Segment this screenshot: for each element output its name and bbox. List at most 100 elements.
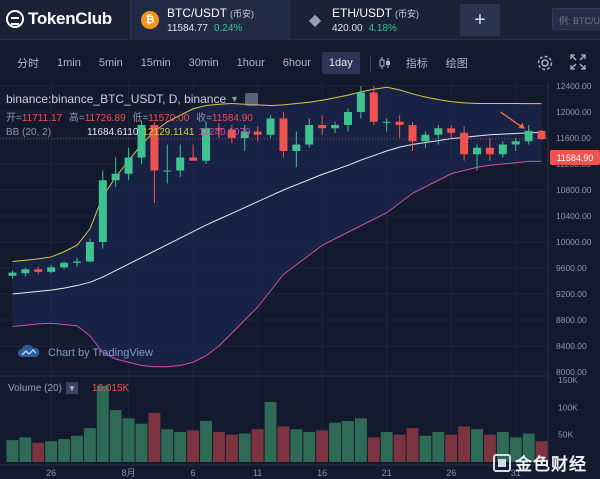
price-tick-label: 9600.00 <box>556 263 587 273</box>
volume-bar <box>419 435 432 462</box>
pair-price: 420.00 <box>332 23 363 34</box>
candle-body <box>447 128 456 133</box>
tradingview-credit[interactable]: Chart by TradingView <box>18 344 153 361</box>
volume-bar <box>45 441 58 462</box>
candle-body <box>485 147 494 155</box>
candle-body <box>214 128 223 130</box>
volume-bar <box>19 437 32 462</box>
bb-basis-value: 11684.6110 <box>87 127 139 138</box>
candle-body <box>343 112 352 125</box>
volume-bar <box>71 435 83 462</box>
volume-bar <box>83 428 96 462</box>
timeframe-6hour[interactable]: 6hour <box>282 57 311 69</box>
pair-tab-btc-usdt[interactable]: ₿ BTC/USDT (币安) 11584.77 0.24% <box>130 0 290 40</box>
candle-body <box>240 131 249 138</box>
candle-body <box>318 125 327 129</box>
pair-change: 0.24% <box>213 23 243 34</box>
jinse-logo-icon <box>493 453 511 472</box>
volume-bar <box>354 418 367 462</box>
timeframe-time[interactable]: 分时 <box>17 58 39 70</box>
date-tick-label: 8月 <box>122 468 136 478</box>
volume-bar <box>445 434 458 462</box>
price-tick-label: 9200.00 <box>556 289 587 299</box>
pair-symbol: BTC/USDT <box>167 6 227 20</box>
timeframe-15min[interactable]: 15min <box>140 57 171 69</box>
candle-body <box>176 157 185 171</box>
date-tick-label: 26 <box>446 468 456 478</box>
volume-bar <box>406 428 419 462</box>
candle-body <box>498 144 507 155</box>
volume-bar <box>522 433 535 462</box>
bb-lower-line <box>12 160 542 368</box>
volume-label: Volume (20) <box>8 382 62 394</box>
volume-tick-label: 50K <box>558 430 573 440</box>
price-tick-label: 12400.00 <box>556 82 592 91</box>
tradingview-cloud-icon <box>18 344 40 361</box>
last-price-tag: 11584.90 <box>550 150 600 165</box>
fullscreen-icon[interactable] <box>570 54 586 75</box>
date-tick-label: 16 <box>317 468 327 478</box>
candle-body <box>331 125 340 129</box>
timeframe-1day[interactable]: 1day <box>321 52 360 74</box>
date-tick-label: 31 <box>511 468 521 478</box>
volume-bar <box>212 431 225 462</box>
chevron-down-icon[interactable]: ▼ <box>65 382 78 394</box>
chart-toolbar: 分时 1min 5min 15min 30min 1hour 6hour 1da… <box>0 48 600 78</box>
timeframe-1hour[interactable]: 1hour <box>236 57 265 69</box>
candle-body <box>266 118 275 135</box>
volume-bar <box>303 431 316 462</box>
volume-bar <box>200 421 212 462</box>
volume-bar <box>367 437 380 462</box>
pair-tab-eth-usdt[interactable]: ◆ ETH/USDT (币安) 420.00 4.18% <box>296 0 456 40</box>
chevron-down-icon[interactable]: ▼ <box>230 94 240 104</box>
date-tick-label: 21 <box>382 468 392 478</box>
price-tick-label: 8800.00 <box>556 315 587 325</box>
search-input[interactable]: 例: BTC/U <box>552 8 600 30</box>
settings-square-icon[interactable] <box>245 92 259 106</box>
volume-bar <box>96 385 109 462</box>
timeframe-30min[interactable]: 30min <box>188 57 219 69</box>
candle-body <box>8 272 17 276</box>
watermark-text: 金色财经 <box>515 455 587 474</box>
candle-body <box>305 125 314 145</box>
volume-bar <box>277 426 290 462</box>
candle-body <box>60 262 69 268</box>
draw-button[interactable]: 绘图 <box>445 58 468 70</box>
volume-bar <box>393 434 406 462</box>
timeframe-5min[interactable]: 5min <box>98 57 123 69</box>
toolbar-divider <box>369 55 371 71</box>
volume-bar <box>174 431 187 462</box>
gear-icon[interactable] <box>536 54 554 77</box>
candle-style-icon[interactable] <box>377 55 393 71</box>
timeframe-1min[interactable]: 1min <box>57 57 81 69</box>
candle-body <box>382 121 391 123</box>
annotation-arrow-head <box>518 122 525 129</box>
tokenclub-logo[interactable]: TokenClub <box>6 9 112 29</box>
indicator-button[interactable]: 指标 <box>405 58 428 70</box>
price-chart[interactable]: 12400.0012000.0011600.0011200.0010800.00… <box>0 82 600 479</box>
volume-bar <box>471 429 483 462</box>
volume-bar <box>290 429 303 462</box>
bb-label: BB (20, 2) <box>6 127 52 138</box>
candle-body <box>34 269 43 272</box>
app-name: TokenClub <box>28 9 112 28</box>
volume-bar <box>316 430 329 462</box>
candle-body <box>202 128 211 161</box>
watermark: 金色财经 <box>493 450 587 475</box>
pair-price: 11584.77 <box>167 23 208 34</box>
volume-bar <box>251 429 264 462</box>
add-pair-button[interactable]: + <box>460 4 500 36</box>
volume-bar <box>238 433 251 462</box>
price-tick-label: 12000.00 <box>556 107 592 117</box>
price-tick-label: 10800.00 <box>556 185 592 195</box>
volume-value: 16.015K <box>91 382 130 394</box>
pair-exchange: (币安) <box>230 9 254 19</box>
volume-bar <box>496 431 509 462</box>
candle-body <box>163 170 172 172</box>
chart-legend: binance:binance_BTC_USDT, D, binance ▼ 开… <box>6 92 259 138</box>
price-tick-label: 10400.00 <box>556 211 592 221</box>
volume-bar <box>342 421 354 462</box>
candle-body <box>21 269 30 274</box>
candle-body <box>369 92 378 122</box>
volume-bar <box>161 429 174 462</box>
